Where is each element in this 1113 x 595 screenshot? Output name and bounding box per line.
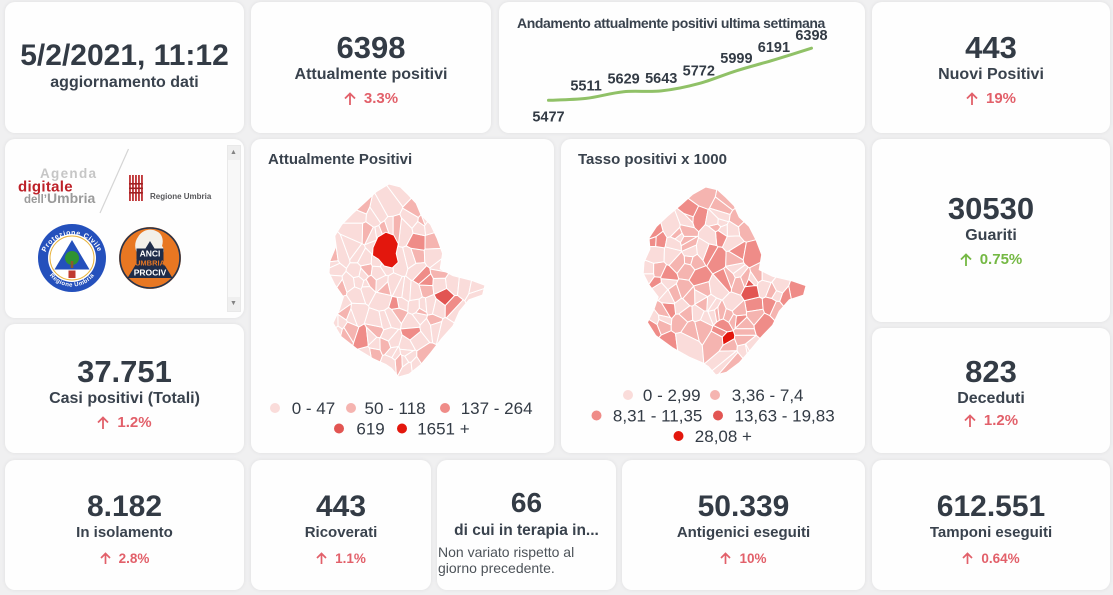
svg-text:50 - 118: 50 - 118 (365, 399, 426, 418)
svg-text:PROCIV: PROCIV (134, 268, 167, 278)
svg-text:Regione Umbria: Regione Umbria (150, 192, 212, 201)
svg-text:1651 +: 1651 + (417, 420, 470, 439)
svg-text:0 - 47: 0 - 47 (292, 399, 335, 418)
svg-text:6398: 6398 (795, 28, 827, 44)
svg-text:3,36 - 7,4: 3,36 - 7,4 (732, 386, 804, 405)
svg-text:13,63 - 19,83: 13,63 - 19,83 (735, 407, 835, 426)
svg-text:5511: 5511 (570, 78, 601, 94)
svg-text:5772: 5772 (683, 64, 715, 80)
svg-text:ANCI: ANCI (140, 249, 161, 259)
svg-text:UMBRIA: UMBRIA (135, 259, 166, 268)
svg-text:28,08 +: 28,08 + (695, 427, 752, 446)
svg-text:0 - 2,99: 0 - 2,99 (643, 386, 701, 405)
svg-text:5477: 5477 (532, 109, 564, 125)
svg-text:digitale: digitale (18, 179, 73, 196)
svg-text:5629: 5629 (607, 72, 639, 88)
svg-text:dell’Umbria: dell’Umbria (24, 190, 95, 206)
svg-text:619: 619 (356, 420, 384, 439)
svg-text:5999: 5999 (720, 51, 752, 67)
svg-text:5643: 5643 (645, 71, 677, 87)
svg-text:Agenda: Agenda (40, 166, 97, 181)
svg-text:137 - 264: 137 - 264 (461, 399, 533, 418)
svg-text:8,31 - 11,35: 8,31 - 11,35 (613, 407, 702, 426)
svg-text:6191: 6191 (758, 40, 790, 56)
